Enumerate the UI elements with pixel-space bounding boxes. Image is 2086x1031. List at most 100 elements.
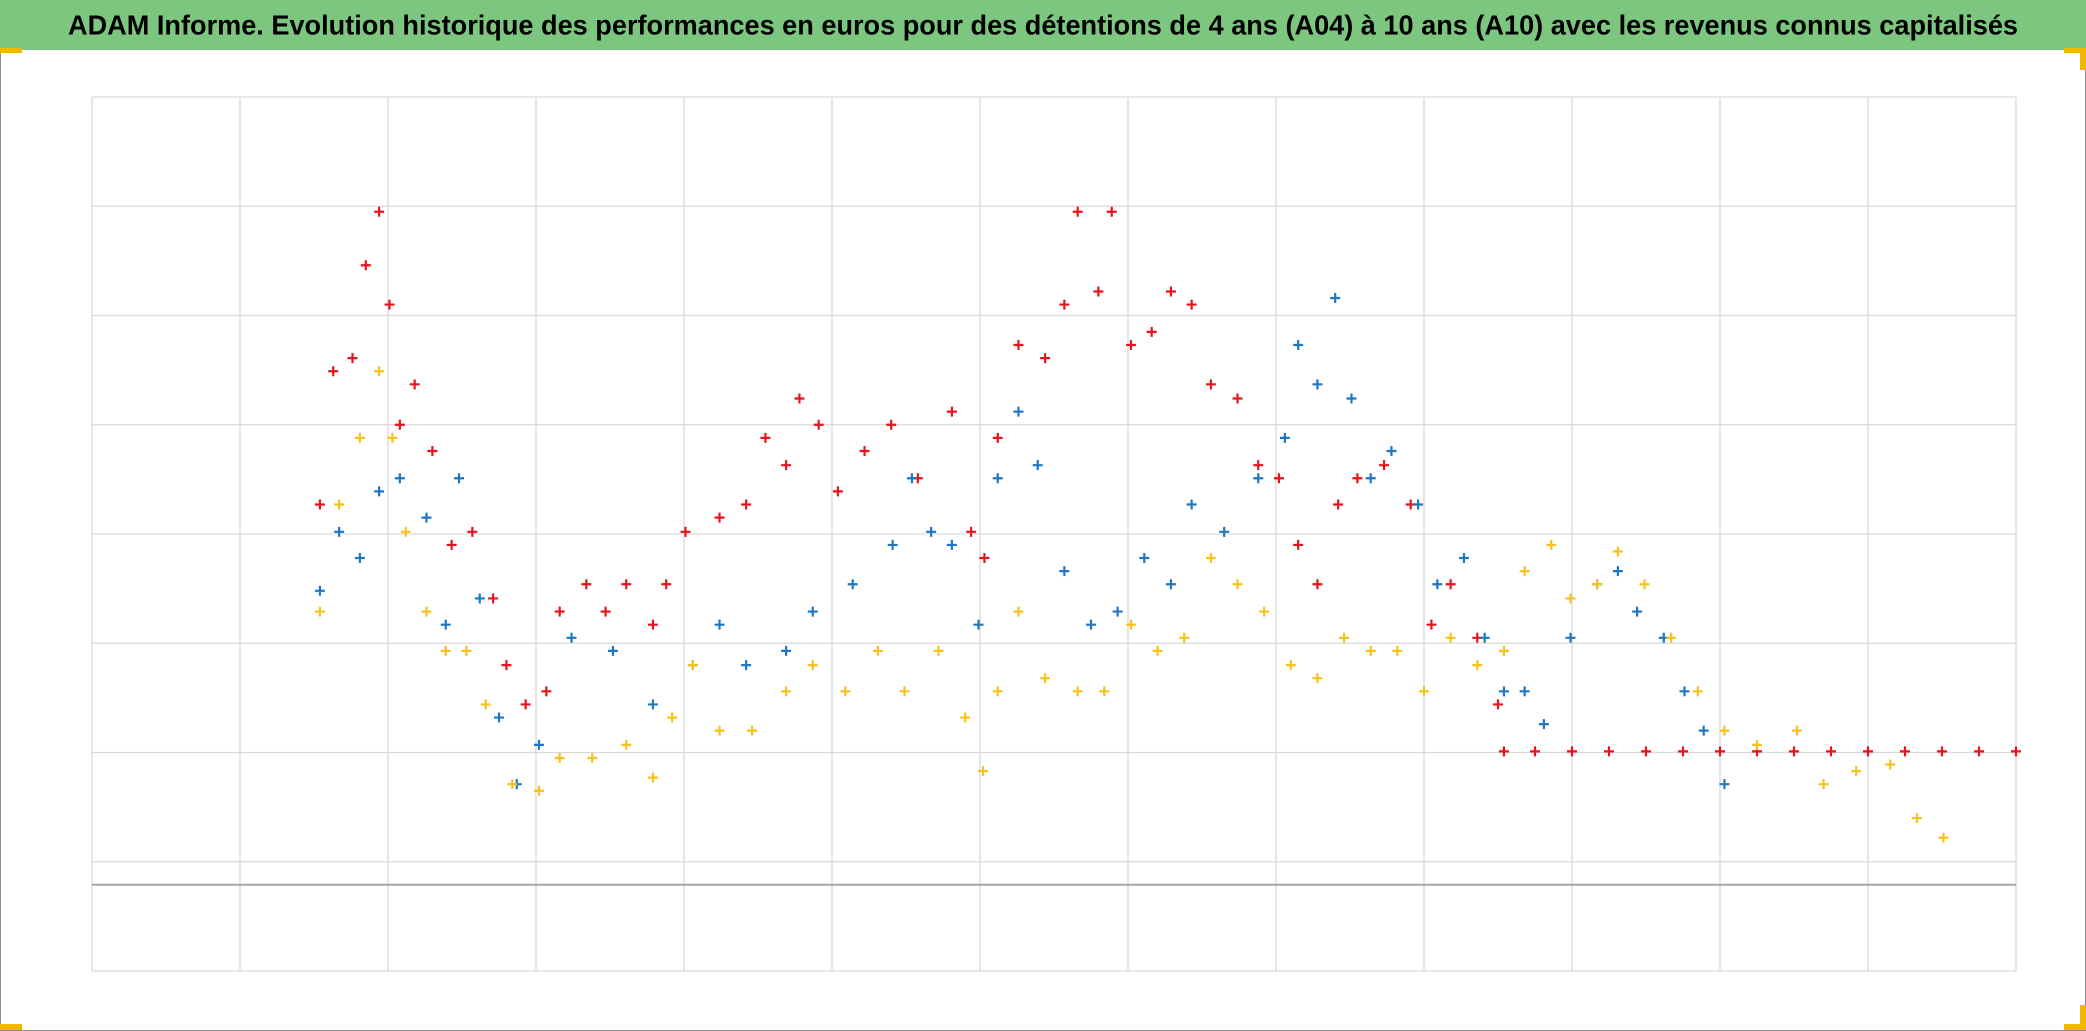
point xyxy=(1851,766,1862,777)
point xyxy=(1346,393,1357,404)
point xyxy=(906,473,917,484)
point xyxy=(992,432,1003,443)
point xyxy=(387,432,398,443)
point xyxy=(354,432,365,443)
chart-title: ADAM Informe. Evolution historique des p… xyxy=(68,9,2018,40)
point xyxy=(1911,813,1922,824)
point xyxy=(394,473,405,484)
point xyxy=(859,445,870,456)
point xyxy=(1752,739,1762,750)
point xyxy=(374,486,385,497)
point xyxy=(1419,686,1429,697)
point xyxy=(488,593,499,604)
point xyxy=(886,419,897,430)
point xyxy=(1139,553,1150,564)
point xyxy=(1312,673,1323,684)
point xyxy=(334,499,345,510)
point xyxy=(1678,746,1688,757)
point xyxy=(360,260,371,271)
point xyxy=(1546,539,1557,550)
point xyxy=(1072,686,1083,697)
point xyxy=(467,526,478,537)
point xyxy=(1479,632,1490,643)
point xyxy=(832,486,843,497)
point xyxy=(427,445,438,456)
point xyxy=(1040,353,1051,364)
point xyxy=(587,752,598,763)
series xyxy=(314,293,1730,790)
point xyxy=(794,393,805,404)
point xyxy=(992,686,1003,697)
point xyxy=(1205,553,1216,564)
point xyxy=(533,739,544,750)
point xyxy=(1013,606,1024,617)
point xyxy=(1538,719,1549,730)
point xyxy=(960,712,971,723)
selection-handles xyxy=(0,48,2086,1030)
point xyxy=(1604,746,1614,757)
point xyxy=(2011,746,2021,757)
point xyxy=(1312,579,1323,590)
point xyxy=(1719,779,1730,790)
point xyxy=(1445,579,1456,590)
point xyxy=(440,645,451,656)
point xyxy=(1273,473,1284,484)
point xyxy=(1472,660,1483,671)
point xyxy=(1093,286,1104,297)
point xyxy=(1253,473,1264,484)
point xyxy=(1386,445,1397,456)
point xyxy=(501,660,512,671)
point xyxy=(1125,619,1136,630)
point xyxy=(1205,379,1216,390)
point xyxy=(621,579,632,590)
point xyxy=(1352,473,1363,484)
point xyxy=(1013,406,1024,417)
point xyxy=(687,660,698,671)
point xyxy=(946,406,957,417)
point xyxy=(1493,699,1503,710)
point xyxy=(992,473,1003,484)
point xyxy=(1679,686,1690,697)
point xyxy=(647,772,658,783)
point xyxy=(621,739,632,750)
point xyxy=(760,432,771,443)
point xyxy=(1791,725,1802,736)
point xyxy=(1863,746,1873,757)
marks xyxy=(314,206,2021,843)
point xyxy=(933,645,944,656)
point xyxy=(533,785,544,796)
point xyxy=(1719,725,1730,736)
point xyxy=(899,686,910,697)
point xyxy=(1445,632,1456,643)
point xyxy=(1974,746,1984,757)
point xyxy=(1165,579,1176,590)
point xyxy=(454,473,465,484)
point xyxy=(1519,566,1530,577)
point xyxy=(973,619,984,630)
series xyxy=(314,366,1949,843)
point xyxy=(1179,632,1190,643)
point xyxy=(1059,299,1070,310)
point xyxy=(714,512,725,523)
point xyxy=(647,699,658,710)
point xyxy=(741,499,752,510)
point xyxy=(566,632,577,643)
point xyxy=(1392,645,1403,656)
point xyxy=(314,606,325,617)
point xyxy=(1530,746,1540,757)
point xyxy=(1219,526,1230,537)
point xyxy=(1330,293,1341,304)
point xyxy=(1293,539,1304,550)
point xyxy=(680,526,691,537)
point xyxy=(1715,746,1725,757)
point xyxy=(807,606,818,617)
point xyxy=(1125,339,1136,350)
point xyxy=(347,353,358,364)
point xyxy=(1285,660,1296,671)
point xyxy=(1146,326,1157,337)
point xyxy=(461,645,472,656)
point xyxy=(840,686,851,697)
point xyxy=(1498,746,1509,757)
point xyxy=(781,645,792,656)
point xyxy=(1666,632,1677,643)
